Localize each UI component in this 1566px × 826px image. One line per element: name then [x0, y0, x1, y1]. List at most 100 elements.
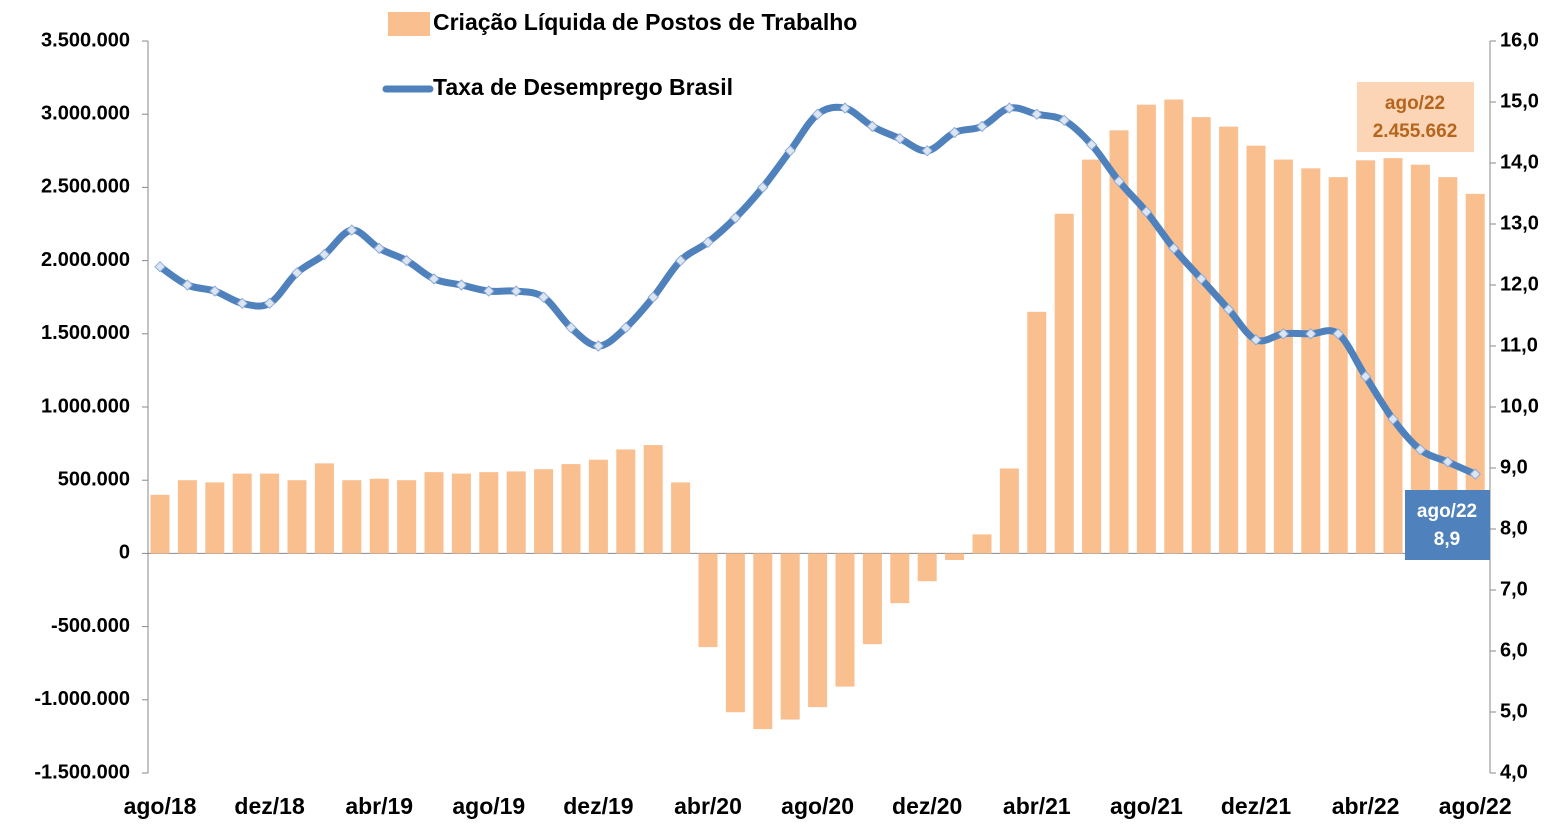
y2-tick-label: 9,0 — [1500, 456, 1528, 478]
y2-tick-label: 16,0 — [1500, 29, 1539, 51]
bar — [1109, 130, 1129, 554]
marker — [1113, 175, 1125, 188]
y-tick-label: -1.500.000 — [34, 761, 130, 783]
bar — [451, 473, 471, 554]
bar — [287, 480, 307, 554]
marker — [702, 236, 714, 249]
bar — [342, 480, 362, 554]
marker — [1442, 456, 1454, 468]
bar — [232, 473, 252, 554]
bar — [999, 468, 1019, 554]
marker — [620, 321, 632, 334]
bar — [397, 480, 417, 554]
marker — [921, 145, 933, 157]
marker — [1031, 108, 1043, 120]
marker — [565, 321, 577, 334]
x-tick-label: ago/22 — [1439, 793, 1512, 819]
y-tick-label: 2.500.000 — [41, 176, 130, 198]
marker — [1222, 303, 1235, 316]
marker — [1140, 206, 1153, 218]
bar — [479, 472, 499, 554]
bar — [1191, 117, 1211, 554]
bar — [1383, 158, 1403, 554]
x-tick-label: dez/21 — [1221, 793, 1292, 819]
bar — [808, 553, 828, 708]
bar — [588, 459, 608, 554]
legend-label: Taxa de Desemprego Brasil — [433, 74, 733, 100]
y2-tick-label: 6,0 — [1500, 639, 1528, 661]
bar — [917, 553, 937, 582]
y-tick-label: 1.000.000 — [41, 395, 130, 417]
marker — [757, 181, 769, 194]
bar — [890, 553, 910, 604]
bar — [314, 463, 334, 554]
bar — [945, 553, 965, 560]
y-tick-label: 1.500.000 — [41, 322, 130, 344]
marker — [948, 126, 961, 139]
legend-label: Criação Líquida de Postos de Trabalho — [433, 9, 857, 35]
x-tick-label: ago/18 — [124, 793, 197, 819]
x-tick-label: dez/19 — [563, 793, 633, 819]
bar — [671, 482, 691, 554]
marker — [291, 267, 303, 279]
bar — [424, 472, 444, 554]
marker — [483, 285, 495, 297]
marker — [400, 254, 413, 267]
bar — [862, 553, 882, 645]
marker — [647, 291, 659, 303]
marker — [1085, 138, 1098, 151]
marker — [236, 297, 248, 310]
marker — [1277, 328, 1290, 340]
y-tick-label: 500.000 — [58, 468, 130, 490]
legend-swatch — [388, 12, 430, 36]
marker — [209, 285, 221, 297]
marker — [373, 242, 385, 255]
marker — [346, 224, 358, 236]
marker — [181, 279, 194, 291]
y-tick-label: -500.000 — [51, 615, 130, 637]
bar — [1027, 311, 1047, 554]
x-tick-label: ago/21 — [1110, 793, 1183, 819]
y2-tick-label: 14,0 — [1500, 151, 1539, 173]
marker — [510, 285, 522, 297]
y-tick-label: 3.500.000 — [41, 29, 130, 51]
marker — [1195, 273, 1207, 285]
bar — [835, 553, 855, 687]
y2-tick-label: 13,0 — [1500, 212, 1539, 234]
bar — [616, 449, 636, 554]
marker — [784, 145, 796, 157]
y2-tick-label: 4,0 — [1500, 761, 1528, 783]
bar — [1054, 213, 1074, 554]
bar — [1465, 193, 1485, 554]
y-tick-label: -1.000.000 — [34, 688, 130, 710]
y2-tick-label: 8,0 — [1500, 517, 1528, 539]
marker — [1387, 413, 1399, 425]
bar — [1164, 99, 1184, 554]
marker — [428, 273, 440, 285]
marker — [674, 254, 687, 267]
bar — [1328, 177, 1348, 554]
marker — [1332, 328, 1344, 340]
bar — [643, 445, 663, 554]
marker — [1414, 443, 1427, 456]
marker — [894, 132, 906, 145]
x-tick-label: dez/18 — [234, 793, 305, 819]
bar — [1136, 104, 1156, 554]
y2-tick-label: 5,0 — [1500, 700, 1528, 722]
y-tick-label: 0 — [119, 542, 130, 564]
marker — [1168, 242, 1180, 255]
bar — [260, 473, 280, 554]
bar — [753, 553, 773, 730]
marker — [866, 120, 879, 133]
bar — [177, 480, 197, 554]
y2-tick-label: 10,0 — [1500, 395, 1539, 417]
x-tick-label: abr/22 — [1332, 793, 1400, 819]
y2-tick-label: 7,0 — [1500, 578, 1528, 600]
x-tick-label: abr/21 — [1003, 793, 1071, 819]
marker — [455, 279, 468, 291]
marker — [263, 297, 276, 310]
bar — [1301, 168, 1321, 554]
bar — [972, 534, 992, 554]
marker — [592, 340, 605, 352]
marker — [1469, 468, 1481, 480]
